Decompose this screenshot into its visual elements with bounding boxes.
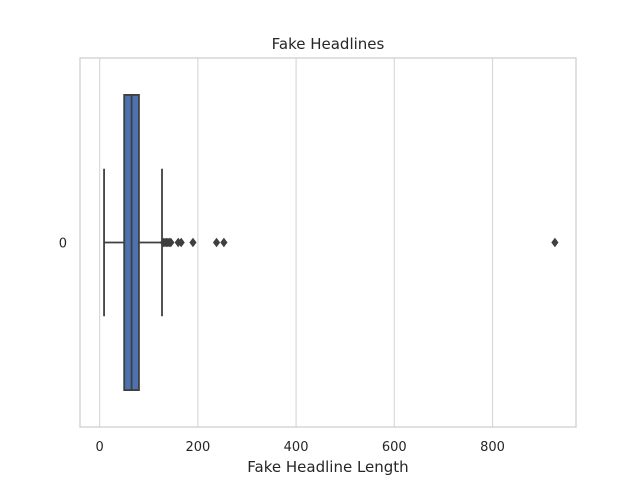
x-tick-label: 400 — [284, 440, 309, 455]
y-tick-label: 0 — [59, 237, 67, 252]
plot-frame — [79, 57, 577, 428]
grid-layer — [99, 58, 494, 427]
outlier-point — [177, 237, 185, 248]
outlier-point — [551, 237, 559, 248]
x-tick-label: 800 — [480, 440, 505, 455]
plot-layer — [103, 94, 559, 392]
outlier-point — [189, 237, 197, 248]
outlier-point — [167, 237, 175, 248]
x-tick-label: 0 — [96, 440, 104, 455]
chart-title: Fake Headlines — [272, 35, 385, 53]
x-axis-label: Fake Headline Length — [247, 458, 408, 476]
x-tick-label: 200 — [185, 440, 210, 455]
y-tick-labels: 0 — [59, 237, 67, 252]
x-tick-labels: 0 200 400 600 800 — [96, 440, 505, 455]
x-tick-label: 600 — [382, 440, 407, 455]
outlier-point — [220, 237, 228, 248]
outlier-point — [212, 237, 221, 248]
